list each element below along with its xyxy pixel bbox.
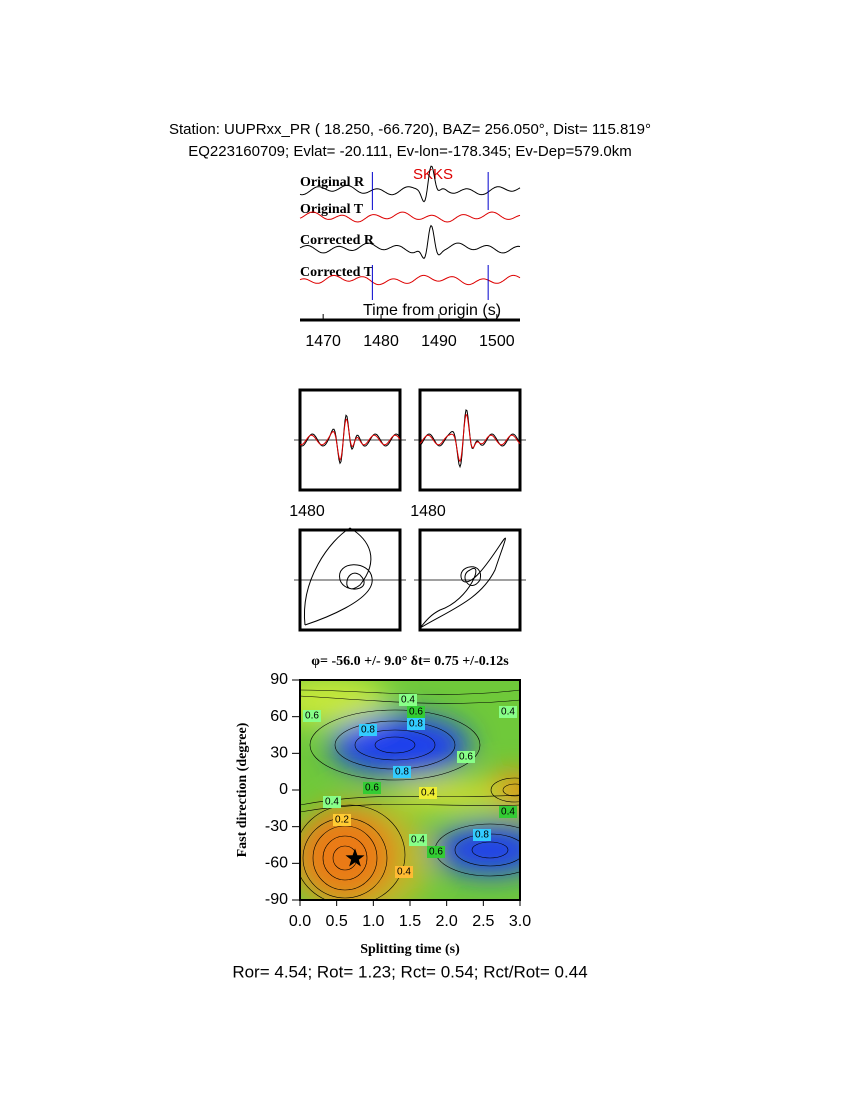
x-tick-label: 1490 xyxy=(421,333,457,350)
y-tick-label: -30 xyxy=(265,818,288,835)
waveform xyxy=(299,211,521,223)
x-tick-label: 0.0 xyxy=(289,913,311,930)
grid-title: φ= -56.0 +/- 9.0° δt= 0.75 +/-0.12s xyxy=(311,654,509,669)
y-tick-label: 30 xyxy=(270,745,288,762)
contour-label-bg xyxy=(303,710,321,722)
contour-label-bg xyxy=(457,751,475,763)
contour-label: 0.2 xyxy=(335,815,349,826)
x-tick-label: 2.0 xyxy=(436,913,458,930)
y-tick-label: -60 xyxy=(265,855,288,872)
y-tick-label: -90 xyxy=(265,891,288,908)
contour-label: 0.4 xyxy=(421,788,435,799)
contour-label-bg xyxy=(407,718,425,730)
phase-label: SKKS xyxy=(413,166,453,183)
y-tick-label: 0 xyxy=(279,781,288,798)
particle-motion xyxy=(303,527,373,626)
contour-label-bg xyxy=(333,814,351,826)
tick-label: 1480 xyxy=(410,503,446,520)
contour-label-bg xyxy=(363,782,381,794)
contour-label: 0.6 xyxy=(305,711,319,722)
contour-label: 0.4 xyxy=(501,807,515,818)
x-tick-label: 3.0 xyxy=(509,913,531,930)
header-line1: Station: UUPRxx_PR ( 18.250, -66.720), B… xyxy=(169,121,651,138)
footer: Ror= 4.54; Rot= 1.23; Rct= 0.54; Rct/Rot… xyxy=(232,962,587,981)
grid-x-label: Splitting time (s) xyxy=(360,942,460,957)
contour-label: 0.6 xyxy=(459,752,473,763)
contour-label: 0.6 xyxy=(409,707,423,718)
contour-label: 0.4 xyxy=(501,707,515,718)
x-tick-label: 1480 xyxy=(363,333,399,350)
contour-label-bg xyxy=(427,846,445,858)
contour-label: 0.6 xyxy=(429,847,443,858)
particle-motion xyxy=(419,537,506,629)
x-tick-label: 1470 xyxy=(305,333,341,350)
x-axis-label: Time from origin (s) xyxy=(363,302,501,319)
contour-label-bg xyxy=(407,706,425,718)
y-tick-label: 60 xyxy=(270,708,288,725)
x-tick-label: 1.5 xyxy=(399,913,421,930)
contour-label: 0.8 xyxy=(409,719,423,730)
waveform xyxy=(299,418,401,462)
contour-label: 0.4 xyxy=(397,867,411,878)
x-tick-label: 2.5 xyxy=(472,913,494,930)
contour-label-bg xyxy=(393,766,411,778)
contour-label-bg xyxy=(395,866,413,878)
contour-label-bg xyxy=(419,787,437,799)
header-line2: EQ223160709; Evlat= -20.111, Ev-lon=-178… xyxy=(188,143,631,160)
contour-label: 0.4 xyxy=(325,797,339,808)
waveform xyxy=(299,274,521,286)
trace-label: Corrected T xyxy=(300,265,374,280)
grid-y-label: Fast direction (degree) xyxy=(235,722,250,857)
x-tick-label: 1500 xyxy=(479,333,515,350)
contour-label: 0.4 xyxy=(411,835,425,846)
y-tick-label: 90 xyxy=(270,671,288,688)
trace-label: Corrected R xyxy=(300,233,375,248)
contour-label-bg xyxy=(499,706,517,718)
trace-label: Original R xyxy=(300,175,365,190)
contour-label-bg xyxy=(409,834,427,846)
contour-label: 0.4 xyxy=(401,695,415,706)
waveform xyxy=(299,224,521,260)
contour-label-bg xyxy=(323,796,341,808)
x-tick-label: 1.0 xyxy=(362,913,384,930)
contour-label: 0.8 xyxy=(475,830,489,841)
contour-label-bg xyxy=(399,694,417,706)
contour-label-bg xyxy=(499,806,517,818)
trace-label: Original T xyxy=(300,202,364,217)
contour-label-bg xyxy=(473,829,491,841)
waveform xyxy=(419,413,521,463)
x-tick-label: 0.5 xyxy=(326,913,348,930)
contour-label: 0.8 xyxy=(395,767,409,778)
contour-label: 0.8 xyxy=(361,725,375,736)
contour-label-bg xyxy=(359,724,377,736)
waveform xyxy=(299,165,521,203)
tick-label: 1480 xyxy=(289,503,325,520)
contour-label: 0.6 xyxy=(365,783,379,794)
best-fit-star xyxy=(345,848,365,867)
